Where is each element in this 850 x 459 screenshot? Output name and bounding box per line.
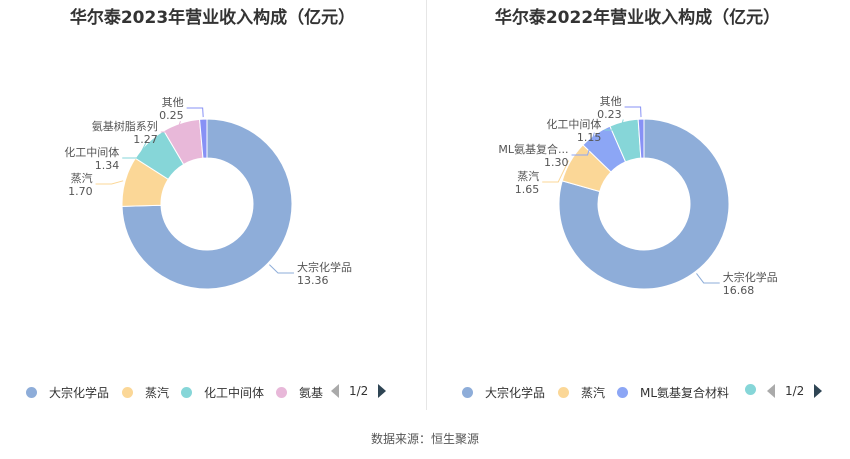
label-leader-line [122, 141, 148, 159]
slice-value-label: 1.15 [577, 131, 602, 144]
slice-category-label: 大宗化学品 [723, 270, 778, 284]
legend-label: ML氨基复合材料 [640, 386, 730, 400]
label-leader-line [160, 120, 181, 133]
slice-category-label: ML氨基复合... [498, 142, 568, 156]
slice-category-label: 大宗化学品 [297, 260, 352, 274]
legend-label: 蒸汽 [145, 386, 170, 400]
page-indicator: 1/2 [349, 384, 369, 398]
pie-slice[interactable] [199, 118, 208, 159]
slice-value-label: 0.23 [597, 108, 622, 121]
legend-item[interactable]: 蒸汽 [558, 384, 605, 401]
panel-divider [426, 0, 427, 410]
legend-pager: 1/2 [767, 384, 823, 398]
chart-title: 华尔泰2023年营业收入构成（亿元） [69, 8, 356, 28]
slice-category-label: 蒸汽 [71, 171, 93, 185]
slice-value-label: 16.68 [723, 284, 755, 297]
legend-pager: 1/2 [331, 384, 387, 398]
next-page-icon[interactable] [378, 384, 387, 398]
legend-dot [617, 387, 628, 398]
pie-slice[interactable] [637, 118, 645, 159]
slice-category-label: 化工中间体 [546, 117, 601, 131]
legend-label: 化工中间体 [204, 386, 265, 400]
next-page-icon[interactable] [814, 384, 823, 398]
slice-value-label: 1.27 [133, 133, 158, 146]
label-leader-line [95, 180, 124, 185]
chart-panel-2023: 华尔泰2023年营业收入构成（亿元） 大宗化学品 13.36 蒸汽 1.70 化工中间体… [0, 0, 425, 410]
legend-dot [26, 387, 37, 398]
label-leader-line [604, 119, 624, 131]
legend: 大宗化学品 蒸汽 化工中间体 氨基 1/2 [0, 384, 425, 402]
data-source-note: 数据来源：恒生聚源 [370, 432, 479, 446]
legend-label: 氨基 [299, 386, 324, 400]
legend-label: 蒸汽 [581, 386, 606, 400]
legend-dot [462, 387, 473, 398]
legend-item[interactable]: 化工中间体 [181, 384, 264, 401]
legend: 大宗化学品 蒸汽 ML氨基复合材料 1/2 [425, 384, 850, 402]
prev-page-icon[interactable] [767, 384, 775, 398]
pie-slice[interactable] [558, 118, 730, 290]
legend-item[interactable]: ML氨基复合材料 [617, 384, 729, 401]
prev-page-icon[interactable] [331, 384, 339, 398]
legend-label: 大宗化学品 [485, 386, 546, 400]
legend-item[interactable]: 大宗化学品 [26, 384, 109, 401]
slice-category-label: 蒸汽 [517, 169, 539, 183]
slice-category-label: 其他 [600, 95, 622, 108]
slice-category-label: 化工中间体 [64, 145, 119, 159]
label-leader-line [624, 106, 642, 118]
chart-title: 华尔泰2022年营业收入构成（亿元） [494, 8, 781, 28]
slice-value-label: 13.36 [297, 274, 329, 287]
slice-value-label: 1.34 [95, 159, 120, 172]
legend-label: 大宗化学品 [49, 386, 110, 400]
label-leader-line [542, 160, 570, 183]
legend-item[interactable] [745, 384, 768, 395]
slice-category-label: 其他 [162, 96, 184, 109]
slice-category-label: 氨基树脂系列 [92, 119, 158, 133]
slice-value-label: 0.25 [159, 109, 184, 122]
slice-value-label: 1.30 [544, 156, 569, 169]
legend-dot [745, 384, 756, 395]
legend-dot [276, 387, 287, 398]
pie-slice[interactable] [121, 118, 293, 290]
legend-dot [122, 387, 133, 398]
legend-dot [558, 387, 569, 398]
label-leader-line [186, 107, 204, 118]
label-leader-line [269, 264, 294, 274]
legend-item[interactable]: 氨基 [276, 384, 323, 401]
slice-value-label: 1.70 [68, 185, 93, 198]
slice-value-label: 1.65 [515, 183, 540, 196]
chart-panel-2022: 华尔泰2022年营业收入构成（亿元） 大宗化学品 16.68 蒸汽 1.65 ML氨基复… [425, 0, 850, 410]
label-leader-line [571, 132, 595, 156]
page-indicator: 1/2 [785, 384, 805, 398]
label-leader-line [696, 273, 720, 284]
legend-dot [181, 387, 192, 398]
legend-item[interactable]: 大宗化学品 [462, 384, 545, 401]
legend-item[interactable]: 蒸汽 [122, 384, 169, 401]
